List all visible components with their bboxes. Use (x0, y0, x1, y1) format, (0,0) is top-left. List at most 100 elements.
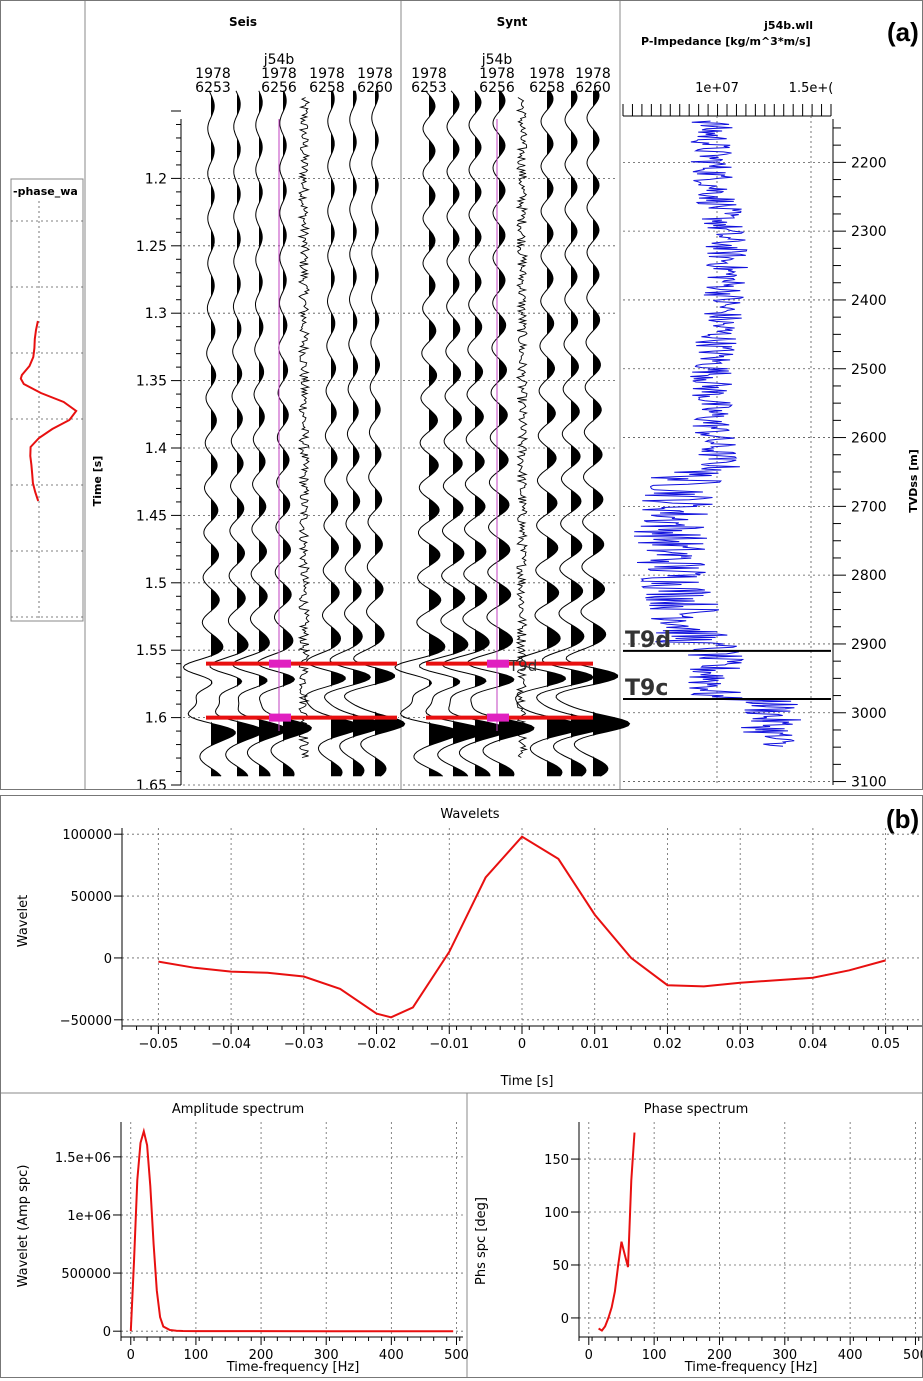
wavelet-figure: (b) Wavelets Time [s] Wavelet −0.05 −0.04… (1, 804, 923, 1377)
depth-tick-label: 2400 (851, 293, 887, 309)
trace-header-line: 1978 (529, 66, 565, 82)
y-tick-label: 50000 (71, 890, 112, 905)
depth-axis: TVDss [m] 2200 2300 2400 2500 2600 2700 2800 29… (832, 119, 920, 791)
synt-track (394, 90, 631, 786)
x-tick-label: 200 (707, 1348, 732, 1363)
y-tick-label: 50 (552, 1259, 569, 1274)
seis-trace-headers: 1978 6253 j54b 1978 6256 1978 6258 1978 … (195, 52, 393, 96)
depth-tick-label: 3000 (851, 706, 887, 722)
phase-series-line (598, 1132, 636, 1332)
phase-x-label: Time-frequency [Hz] (684, 1360, 818, 1375)
well-tie-figure: (a) -phase_wa Seis Synt j54b.wll P-Imped… (10, 1, 920, 794)
well-marker (269, 659, 291, 668)
x-tick-label: 300 (314, 1348, 339, 1363)
trace-header-line: 6256 (479, 80, 515, 96)
wavelet-x-label: Time [s] (500, 1074, 554, 1089)
x-tick-label: −0.02 (357, 1037, 397, 1052)
log-horizon-label: T9c (625, 676, 668, 701)
log-horizon-label: T9d (625, 628, 671, 653)
well-name: j54b.wll (763, 19, 813, 32)
x-tick-label: −0.03 (284, 1037, 324, 1052)
trace-header-line: 1978 (479, 66, 515, 82)
synt-title: Synt (497, 15, 528, 29)
wavelet-y-label: Wavelet (16, 895, 31, 947)
wavelet-chart-title: Wavelets (440, 807, 499, 822)
time-tick-label: 1.55 (136, 643, 167, 659)
seis-track (182, 90, 406, 786)
time-tick-label: 1.65 (136, 778, 167, 789)
wiggle-trace (419, 90, 486, 777)
time-tick-label: 1.5 (145, 576, 167, 592)
x-tick-label: 0 (127, 1348, 135, 1363)
x-tick-label: 0.01 (580, 1037, 609, 1052)
depth-axis-label: TVDss [m] (907, 449, 920, 513)
phase-spectrum-chart: Phase spectrum Time-frequency [Hz] Phs s… (474, 1102, 923, 1375)
wavelet-chart: Wavelets Time [s] Wavelet −0.05 −0.04 −0.0… (16, 807, 922, 1089)
trace-header-line: 6260 (357, 80, 393, 96)
time-tick-label: 1.3 (145, 306, 167, 322)
y-tick-label: 0 (561, 1312, 569, 1327)
y-tick-label: 150 (544, 1153, 569, 1168)
well-log-trace (515, 97, 529, 758)
trace-header-line: j54b (481, 52, 513, 68)
x-tick-label: 0.04 (798, 1037, 827, 1052)
seis-title: Seis (229, 15, 257, 29)
x-tick-label: 100 (184, 1348, 209, 1363)
phase-y-label: Phs spc [deg] (474, 1197, 489, 1285)
wiggle-fill (283, 90, 312, 777)
well-marker (487, 659, 509, 668)
wavelet-track-curve (19, 320, 78, 502)
y-tick-label: 0 (104, 952, 112, 967)
amplitude-chart-title: Amplitude spectrum (172, 1102, 304, 1117)
y-tick-label: −50000 (60, 1014, 112, 1029)
depth-tick-label: 2200 (851, 155, 887, 171)
log-curve-title: P-Impedance [kg/m^3*m/s] (641, 35, 811, 48)
well-tie-panel: (a) -phase_wa Seis Synt j54b.wll P-Imped… (0, 0, 923, 794)
amplitude-y-label: Wavelet (Amp spc) (16, 1165, 31, 1288)
trace-header-line: 6260 (575, 80, 611, 96)
y-tick-label: 1.5e+06 (55, 1151, 111, 1166)
trace-header-line: 6258 (309, 80, 345, 96)
trace-header-line: 1978 (357, 66, 393, 82)
horizon-layer (206, 659, 593, 722)
x-tick-label: 0 (585, 1348, 593, 1363)
wavelet-track-title: -phase_wa (13, 185, 78, 198)
x-tick-label: 300 (772, 1348, 797, 1363)
impedance-log-track: T9d T9c (622, 104, 832, 785)
time-tick-label: 1.45 (136, 508, 167, 524)
wiggle-fill (375, 90, 405, 777)
time-axis: Time [s] 1.2 1.25 1.3 1.35 1.4 1.45 1.5 1.55 1.6… (91, 110, 182, 794)
wiggle-fill (429, 92, 460, 777)
well-marker (269, 713, 291, 722)
trace-header-line: 1978 (411, 66, 447, 82)
time-tick-label: 1.2 (145, 171, 167, 187)
wavelet-series-line (158, 835, 886, 1019)
log-x-tick: 1e+07 (695, 81, 739, 96)
x-tick-label: −0.05 (138, 1037, 178, 1052)
x-tick-label: 0.03 (726, 1037, 755, 1052)
wiggle-trace (394, 90, 460, 777)
trace-header-line: 6253 (411, 80, 447, 96)
trace-header-line: 1978 (261, 66, 297, 82)
x-tick-label: 100 (642, 1348, 667, 1363)
depth-tick-label: 3100 (851, 775, 887, 789)
trace-header-line: 6256 (261, 80, 297, 96)
y-tick-label: 100 (544, 1206, 569, 1221)
depth-tick-label: 2600 (851, 431, 887, 447)
x-tick-label: 400 (838, 1348, 863, 1363)
x-tick-label: 500 (903, 1348, 922, 1363)
wiggle-fill (593, 90, 630, 777)
time-tick-label: 1.35 (136, 374, 167, 390)
panel-a-label: (a) (887, 17, 919, 47)
wiggle-trace (182, 90, 236, 777)
wavelet-panel: (b) Wavelets Time [s] Wavelet −0.05 −0.04… (0, 795, 923, 1378)
wavelet-track-grid (11, 201, 83, 619)
x-tick-label: −0.01 (429, 1037, 469, 1052)
depth-tick-label: 2500 (851, 362, 887, 378)
synt-marker-label: T9d (508, 657, 537, 675)
wavelet-track-frame (10, 178, 84, 622)
time-tick-label: 1.4 (145, 441, 167, 457)
panel-b-label: (b) (886, 804, 919, 834)
log-x-tick: 1.5e+( (789, 81, 834, 96)
trace-header-line: 6258 (529, 80, 565, 96)
